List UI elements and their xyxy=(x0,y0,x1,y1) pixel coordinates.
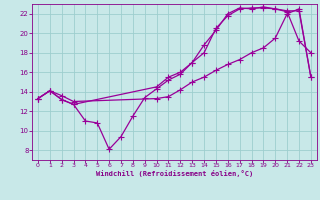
X-axis label: Windchill (Refroidissement éolien,°C): Windchill (Refroidissement éolien,°C) xyxy=(96,170,253,177)
